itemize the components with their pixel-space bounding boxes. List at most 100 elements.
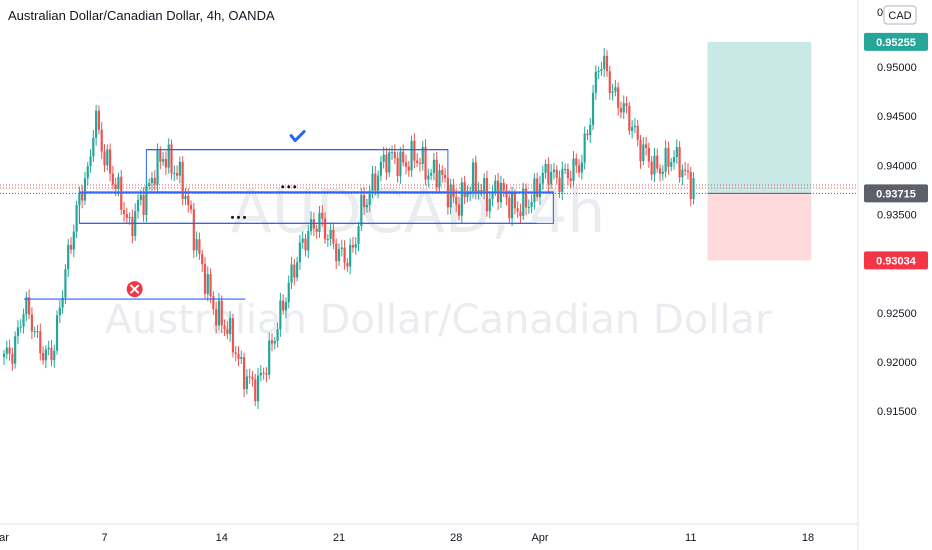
candle-body (8, 347, 11, 354)
candle-body (357, 226, 360, 244)
time-axis[interactable]: ar 7 14 21 28 Apr 11 18 (0, 532, 814, 544)
candle-body (153, 178, 156, 185)
candle-body (360, 194, 363, 227)
candle-body (505, 190, 508, 198)
currency-button-box[interactable] (883, 5, 917, 25)
currency-prefix: 0 (877, 7, 883, 19)
currency-button[interactable]: 0 CAD (877, 5, 917, 25)
candle-body (332, 229, 335, 244)
candle-body (72, 231, 75, 250)
candle-body (150, 178, 154, 184)
candle-body (245, 376, 248, 390)
candle-body (78, 193, 81, 206)
candle-body (61, 297, 64, 308)
candle-body (455, 197, 458, 205)
candle-body (382, 154, 385, 162)
candle-body (189, 204, 193, 210)
candle-body (491, 191, 494, 200)
candle-body (92, 137, 95, 157)
level-lines[interactable] (24, 130, 554, 300)
candle-body (198, 239, 201, 254)
candle-body (642, 144, 645, 162)
candle-body (388, 152, 391, 173)
price-tick-label: 0.94000 (877, 160, 917, 172)
candle-body (524, 188, 528, 208)
candle-body (125, 214, 128, 218)
candle-body (95, 110, 98, 138)
candle-body (69, 244, 73, 250)
candle-body (229, 318, 232, 334)
candle-body (636, 125, 639, 140)
candle-body (108, 149, 112, 174)
candle-body (217, 300, 221, 326)
candle-body (410, 140, 413, 171)
long-position-tool[interactable] (707, 41, 812, 261)
candle-body (552, 169, 556, 172)
candle-body (11, 353, 14, 364)
candle-body (589, 124, 592, 136)
candle-body (290, 264, 293, 283)
candle-body (424, 146, 427, 180)
candle-body (136, 199, 140, 212)
candle-body (681, 169, 684, 178)
candle-body (354, 243, 357, 248)
candle-body (242, 357, 246, 390)
candle-body (558, 177, 561, 193)
price-badge (864, 32, 928, 51)
candle-body (550, 171, 553, 185)
candle-body (273, 341, 276, 344)
candle-body (494, 180, 497, 192)
candle-body (374, 173, 377, 191)
candle-body (41, 353, 45, 361)
candle-body (36, 331, 39, 333)
candle-body (594, 71, 597, 93)
price-labels: 0.95255 0.93715 0.93034 (864, 32, 928, 270)
candle-body (259, 372, 262, 376)
candle-body (156, 150, 159, 185)
candle-body (639, 139, 642, 162)
candle-body (449, 184, 452, 208)
time-tick-label: Apr (531, 532, 548, 544)
candle-body (335, 243, 338, 262)
candle-body (536, 178, 539, 198)
candle-body (106, 149, 109, 166)
candle-body (220, 300, 223, 326)
candle-body (298, 242, 302, 263)
candle-body (379, 161, 382, 176)
candle-body (187, 195, 190, 205)
profit-zone (707, 41, 812, 194)
candle-body (617, 87, 620, 108)
candle-body (516, 208, 519, 212)
candle-body (572, 158, 575, 182)
candle-body (569, 178, 572, 182)
candle-body (684, 169, 687, 171)
candle-body (670, 162, 673, 167)
candle-body (678, 147, 681, 178)
candle-body (226, 329, 229, 334)
candle-body (432, 159, 436, 173)
price-axis[interactable]: 0.95000 0.94500 0.94000 0.93500 0.92500 0.920… (877, 62, 917, 418)
candle-body (555, 169, 558, 178)
candle-body (30, 314, 34, 332)
price-badge-label: 0.93034 (876, 255, 917, 267)
candle-body (170, 144, 173, 174)
candle-body (64, 269, 67, 298)
candle-body (633, 125, 637, 128)
candle-body (497, 180, 500, 203)
candle-body (111, 173, 114, 185)
candle-body (318, 212, 321, 232)
candle-body (114, 184, 117, 190)
loss-zone (707, 193, 812, 261)
time-tick-label: 7 (101, 532, 107, 544)
candle-body (254, 379, 257, 402)
candle-body (240, 357, 243, 359)
cross-icon-mark (130, 284, 140, 294)
candle-body (97, 110, 101, 130)
candle-body (5, 347, 8, 354)
candle-body (480, 189, 483, 192)
candle-body (262, 372, 265, 374)
candle-body (2, 353, 6, 358)
candle-body (326, 239, 329, 241)
candle-body (351, 244, 355, 248)
